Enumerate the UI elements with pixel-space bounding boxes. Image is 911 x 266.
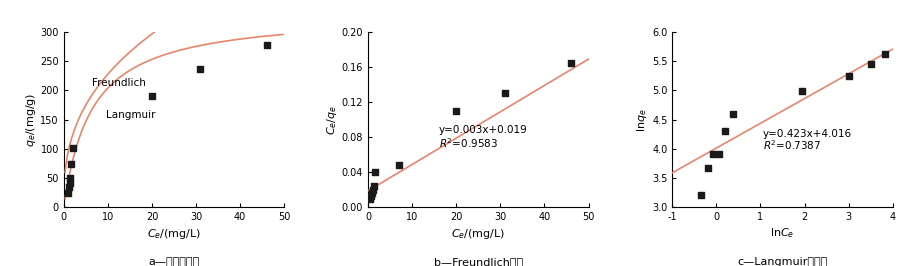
Y-axis label: ln$q_e$: ln$q_e$: [635, 108, 650, 131]
Point: [61, 191, 76, 195]
Y-axis label: $q_e$/(mg/g): $q_e$/(mg/g): [24, 93, 37, 147]
Point: [864, 61, 878, 66]
Point: [718, 129, 732, 134]
Point: [63, 176, 77, 180]
Point: [795, 89, 810, 93]
Point: [364, 191, 379, 196]
Point: [392, 163, 406, 168]
Point: [62, 185, 77, 189]
Point: [66, 146, 80, 151]
Point: [363, 194, 378, 198]
Text: y=0.423x+4.016: y=0.423x+4.016: [763, 129, 852, 139]
Point: [726, 112, 741, 116]
Point: [365, 188, 380, 192]
X-axis label: $C_e$/(mg/L): $C_e$/(mg/L): [451, 227, 506, 240]
Text: Freundlich: Freundlich: [92, 78, 147, 88]
X-axis label: ln$C_e$: ln$C_e$: [771, 227, 794, 240]
Text: $R^2$=0.9583: $R^2$=0.9583: [438, 136, 497, 150]
Text: $R^2$=0.7387: $R^2$=0.7387: [763, 138, 821, 152]
X-axis label: $C_e$/(mg/L): $C_e$/(mg/L): [147, 227, 201, 240]
Point: [193, 67, 208, 71]
Point: [62, 181, 77, 185]
Point: [701, 165, 716, 170]
Point: [706, 152, 721, 156]
Text: y=0.003x+0.019: y=0.003x+0.019: [438, 125, 527, 135]
Point: [564, 61, 578, 65]
Point: [64, 161, 78, 166]
Y-axis label: $C_e/q_e$: $C_e/q_e$: [325, 105, 339, 135]
Text: Langmuir: Langmuir: [106, 110, 155, 120]
Text: a—吸附等温线: a—吸附等温线: [148, 257, 200, 266]
Point: [711, 152, 726, 156]
Text: c—Langmuir等温式: c—Langmuir等温式: [737, 257, 828, 266]
Point: [497, 91, 512, 95]
Point: [145, 94, 159, 98]
Point: [366, 184, 381, 188]
Point: [260, 43, 274, 47]
Point: [363, 197, 377, 201]
Point: [842, 74, 856, 78]
Point: [693, 193, 708, 197]
Point: [878, 51, 893, 56]
Point: [368, 170, 383, 174]
Point: [449, 109, 464, 113]
Text: b—Freundlich模型: b—Freundlich模型: [434, 257, 523, 266]
